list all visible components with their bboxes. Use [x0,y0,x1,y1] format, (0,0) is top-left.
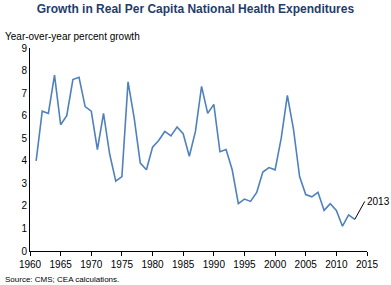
svg-text:9: 9 [21,43,27,54]
svg-text:6: 6 [21,110,27,121]
svg-text:2013: 2013 [367,196,390,207]
svg-text:1: 1 [21,223,27,234]
svg-text:1970: 1970 [80,259,103,270]
svg-text:Source: CMS; CEA calculations.: Source: CMS; CEA calculations. [5,275,119,284]
svg-text:2015: 2015 [356,259,379,270]
svg-text:1990: 1990 [203,259,226,270]
svg-text:5: 5 [21,133,27,144]
svg-text:1975: 1975 [111,259,134,270]
svg-text:1980: 1980 [141,259,164,270]
svg-text:1960: 1960 [19,259,42,270]
svg-text:2005: 2005 [295,259,318,270]
svg-text:1965: 1965 [50,259,73,270]
svg-text:2000: 2000 [264,259,287,270]
svg-text:Growth in Real Per Capita Nati: Growth in Real Per Capita National Healt… [37,2,355,16]
svg-text:Year-over-year percent growth: Year-over-year percent growth [5,31,140,42]
svg-text:3: 3 [21,178,27,189]
svg-text:1985: 1985 [172,259,195,270]
svg-text:4: 4 [21,155,27,166]
svg-text:7: 7 [21,88,27,99]
svg-text:2010: 2010 [325,259,348,270]
svg-text:2: 2 [21,200,27,211]
svg-text:0: 0 [21,246,27,257]
svg-text:8: 8 [21,65,27,76]
svg-text:1995: 1995 [233,259,256,270]
